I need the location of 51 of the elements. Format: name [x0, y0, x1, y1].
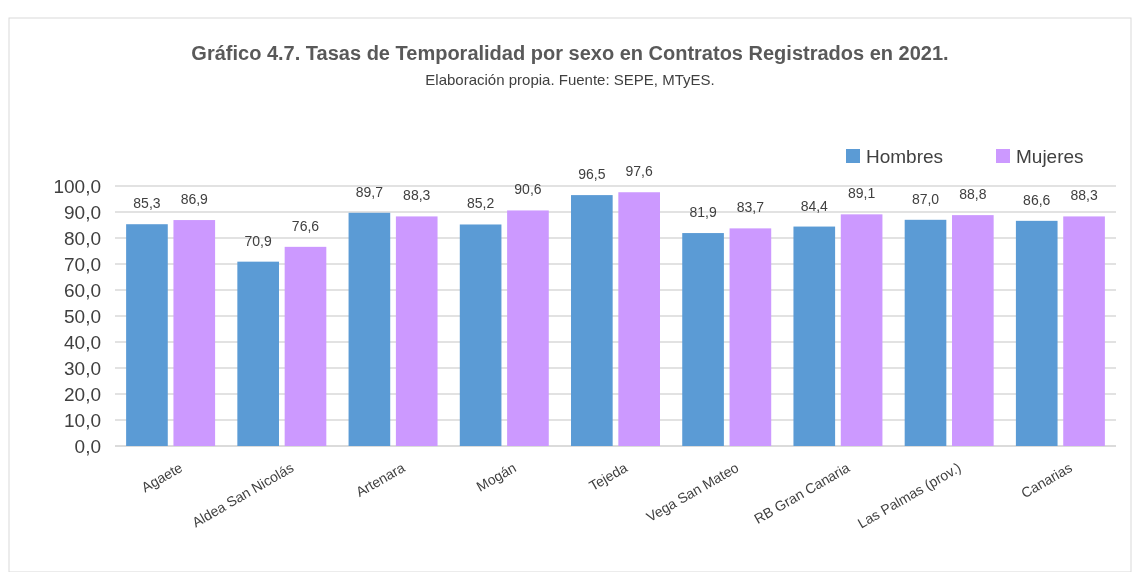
y-tick-label: 100,0 [53, 175, 101, 197]
data-label: 81,9 [689, 204, 717, 221]
bar [126, 224, 168, 446]
data-label: 83,7 [736, 199, 765, 216]
chart-title: Gráfico 4.7. Tasas de Temporalidad por sexo en Contratos Registrados en 2021. [191, 42, 949, 64]
bar [1063, 216, 1105, 446]
y-tick-label: 40,0 [64, 331, 101, 353]
data-label: 89,7 [355, 183, 384, 200]
y-tick-label: 20,0 [64, 383, 101, 405]
bar [793, 226, 836, 446]
bar [237, 261, 279, 446]
data-label: 88,3 [1070, 187, 1098, 204]
bar [395, 216, 438, 446]
y-tick-label: 90,0 [64, 201, 101, 223]
data-label: 86,6 [1023, 191, 1051, 208]
data-label: 76,6 [291, 217, 320, 234]
data-label: 89,1 [847, 185, 876, 202]
y-tick-label: 80,0 [64, 227, 101, 249]
bar [571, 195, 613, 446]
bar [682, 233, 724, 446]
y-tick-label: 30,0 [64, 357, 101, 379]
bar [618, 192, 660, 446]
y-tick-label: 0,0 [74, 435, 101, 457]
data-label: 97,6 [625, 163, 653, 180]
bar [904, 219, 947, 446]
data-label: 88,3 [403, 187, 431, 204]
legend-label: Hombres [866, 145, 944, 167]
data-label: 85,2 [466, 195, 495, 212]
y-tick-label: 50,0 [64, 305, 101, 327]
data-label: 96,5 [578, 166, 606, 183]
data-label: 90,6 [514, 181, 542, 198]
bar [348, 212, 391, 446]
data-label: 85,3 [133, 195, 161, 212]
bar [729, 228, 772, 446]
bar [284, 246, 327, 446]
y-tick-label: 60,0 [64, 279, 101, 301]
bar [173, 220, 216, 446]
chart-subtitle: Elaboración propia. Fuente: SEPE, MTyES. [425, 71, 715, 88]
data-label: 88,8 [959, 186, 987, 203]
bar [507, 210, 549, 446]
y-tick-label: 70,0 [64, 253, 101, 275]
bar [1015, 220, 1058, 446]
bar [952, 215, 994, 446]
data-label: 84,4 [800, 197, 829, 214]
data-label: 70,9 [244, 232, 273, 249]
data-label: 86,9 [180, 191, 209, 208]
bar [840, 214, 883, 446]
legend-label: Mujeres [1016, 145, 1084, 167]
data-label: 87,0 [911, 190, 940, 207]
bar [459, 224, 502, 446]
y-tick-label: 10,0 [64, 409, 101, 431]
